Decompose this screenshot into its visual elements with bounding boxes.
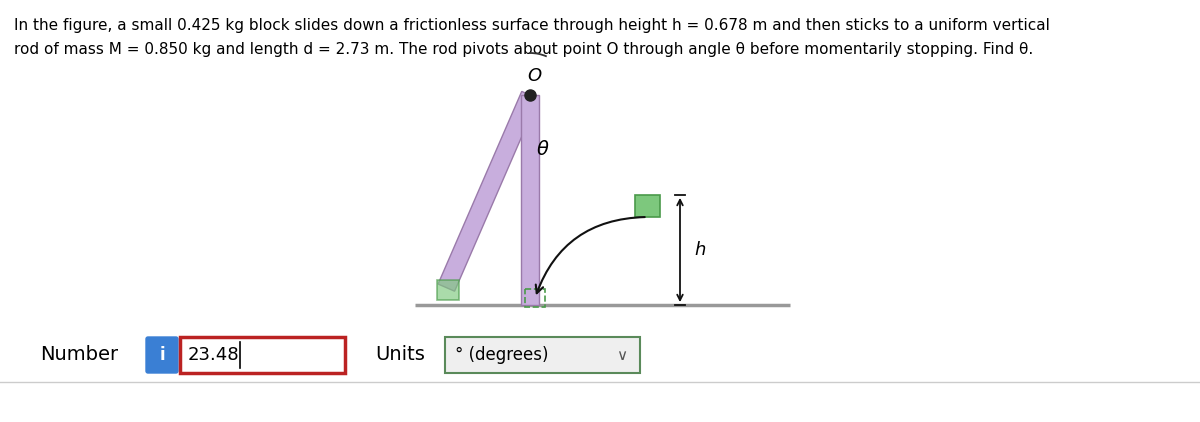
Polygon shape (438, 92, 539, 291)
Text: ∨: ∨ (617, 347, 628, 362)
Text: h: h (694, 241, 706, 259)
FancyBboxPatch shape (146, 337, 178, 373)
Text: Number: Number (40, 346, 118, 365)
Text: 23.48: 23.48 (188, 346, 240, 364)
Text: ° (degrees): ° (degrees) (455, 346, 548, 364)
Bar (635, 195, 660, 217)
Text: In the figure, a small 0.425 kg block slides down a frictionless surface through: In the figure, a small 0.425 kg block sl… (14, 18, 1050, 33)
Bar (437, 280, 460, 300)
Bar (521, 95, 539, 305)
Text: rod of mass M = 0.850 kg and length d = 2.73 m. The rod pivots about point O thr: rod of mass M = 0.850 kg and length d = … (14, 42, 1033, 57)
FancyArrowPatch shape (535, 217, 644, 293)
Text: θ: θ (538, 140, 548, 159)
Bar (180, 337, 346, 373)
Bar (445, 337, 640, 373)
Text: Units: Units (374, 346, 425, 365)
Text: i: i (160, 346, 164, 364)
Bar (526, 289, 545, 307)
Text: O: O (527, 67, 541, 85)
